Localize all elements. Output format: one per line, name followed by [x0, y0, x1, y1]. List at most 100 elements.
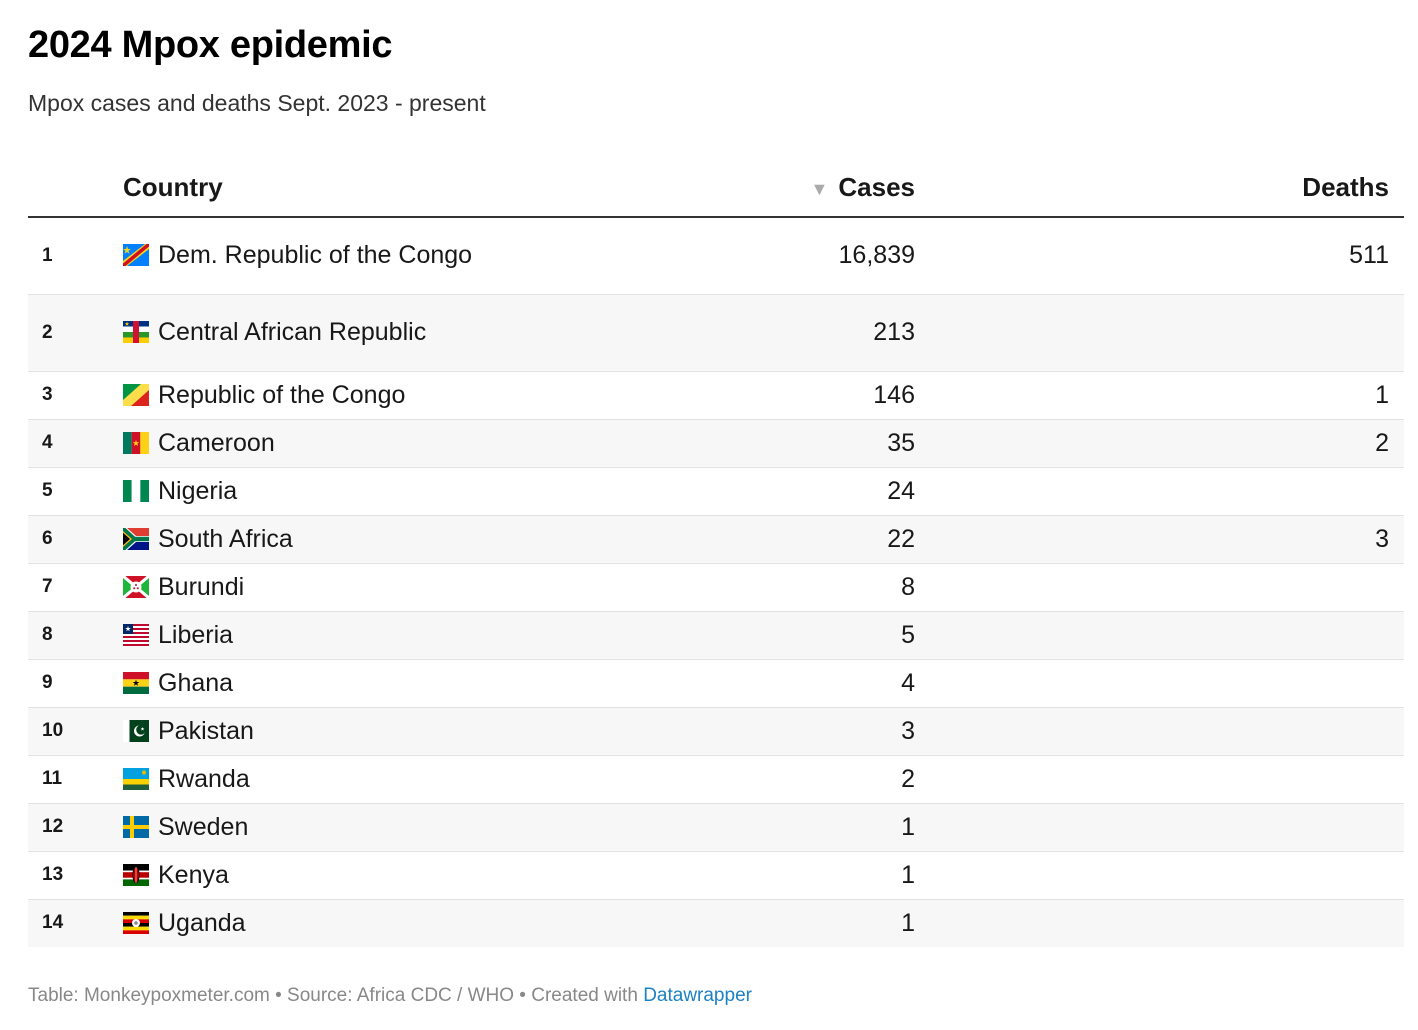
- country-cell: Central African Republic: [123, 294, 523, 372]
- footer-source-text: Table: Monkeypoxmeter.com • Source: Afri…: [28, 985, 644, 1006]
- cases-cell: 8: [523, 563, 915, 612]
- cases-cell: 146: [523, 371, 915, 420]
- cg-flag-icon: [123, 383, 149, 406]
- country-cell: Rwanda: [123, 755, 523, 804]
- table-row: 13 Kenya 1: [28, 851, 1404, 900]
- cases-cell: 24: [523, 467, 915, 516]
- cases-header-label: Cases: [838, 171, 915, 202]
- country-name: Sweden: [158, 812, 249, 841]
- rank-column-header: [28, 158, 123, 218]
- country-name: Nigeria: [158, 476, 238, 505]
- table-row: 3 Republic of the Congo 146 1: [28, 371, 1404, 420]
- rank-cell: 1: [28, 217, 123, 295]
- cm-flag-icon: [123, 431, 149, 454]
- cases-cell: 1: [523, 899, 915, 947]
- deaths-cell: 2: [915, 419, 1404, 468]
- datawrapper-link[interactable]: Datawrapper: [643, 985, 752, 1006]
- sort-descending-icon: ▼: [810, 178, 829, 199]
- deaths-cell: [915, 803, 1404, 852]
- cases-column-header[interactable]: ▼ Cases: [523, 158, 915, 218]
- deaths-cell: 1: [915, 371, 1404, 420]
- deaths-cell: [915, 851, 1404, 900]
- table-row: 14 Uganda 1: [28, 899, 1404, 947]
- table-row: 6 South Africa 22 3: [28, 515, 1404, 564]
- deaths-cell: 511: [915, 217, 1404, 295]
- cases-cell: 5: [523, 611, 915, 660]
- rank-cell: 4: [28, 419, 123, 468]
- cases-cell: 22: [523, 515, 915, 564]
- se-flag-icon: [123, 815, 149, 838]
- page-subtitle: Mpox cases and deaths Sept. 2023 - prese…: [28, 90, 486, 116]
- country-cell: Dem. Republic of the Congo: [123, 217, 523, 295]
- country-cell: Pakistan: [123, 707, 523, 756]
- header-row: Country ▼ Cases Deaths: [28, 158, 1404, 218]
- rank-cell: 8: [28, 611, 123, 660]
- country-column-header[interactable]: Country: [123, 158, 523, 218]
- deaths-column-header[interactable]: Deaths: [915, 158, 1404, 218]
- deaths-cell: [915, 294, 1404, 372]
- deaths-cell: [915, 563, 1404, 612]
- country-cell: Ghana: [123, 659, 523, 708]
- page-title: 2024 Mpox epidemic: [28, 24, 393, 66]
- za-flag-icon: [123, 527, 149, 550]
- cases-cell: 213: [523, 294, 915, 372]
- rank-cell: 9: [28, 659, 123, 708]
- table-body: 1 Dem. Republic of the Congo 16,839 511 2 Cen…: [28, 217, 1404, 947]
- country-cell: Liberia: [123, 611, 523, 660]
- table-row: 8 Liberia 5: [28, 611, 1404, 660]
- country-name: Pakistan: [158, 716, 254, 745]
- country-cell: Sweden: [123, 803, 523, 852]
- country-cell: Kenya: [123, 851, 523, 900]
- lr-flag-icon: [123, 623, 149, 646]
- rank-cell: 6: [28, 515, 123, 564]
- rank-cell: 10: [28, 707, 123, 756]
- deaths-cell: [915, 659, 1404, 708]
- rank-cell: 7: [28, 563, 123, 612]
- rank-cell: 3: [28, 371, 123, 420]
- cases-cell: 4: [523, 659, 915, 708]
- country-cell: Uganda: [123, 899, 523, 947]
- country-cell: Burundi: [123, 563, 523, 612]
- data-table: Country ▼ Cases Deaths 1 Dem. Republic of …: [28, 158, 1404, 947]
- gh-flag-icon: [123, 671, 149, 694]
- rank-cell: 11: [28, 755, 123, 804]
- country-name: Dem. Republic of the Congo: [158, 241, 473, 270]
- table-row: 10 Pakistan 3: [28, 707, 1404, 756]
- deaths-cell: [915, 899, 1404, 947]
- country-name: Cameroon: [158, 428, 275, 457]
- country-name: Kenya: [158, 860, 229, 889]
- deaths-cell: 3: [915, 515, 1404, 564]
- country-cell: South Africa: [123, 515, 523, 564]
- table-row: 5 Nigeria 24: [28, 467, 1404, 516]
- country-cell: Republic of the Congo: [123, 371, 523, 420]
- rank-cell: 5: [28, 467, 123, 516]
- rw-flag-icon: [123, 767, 149, 790]
- deaths-cell: [915, 611, 1404, 660]
- table-row: 2 Central African Republic 213: [28, 294, 1404, 372]
- rank-cell: 2: [28, 294, 123, 372]
- table-row: 11 Rwanda 2: [28, 755, 1404, 804]
- rank-cell: 14: [28, 899, 123, 947]
- cases-cell: 16,839: [523, 217, 915, 295]
- table-row: 12 Sweden 1: [28, 803, 1404, 852]
- deaths-cell: [915, 707, 1404, 756]
- table-row: 4 Cameroon 35 2: [28, 419, 1404, 468]
- rank-cell: 13: [28, 851, 123, 900]
- country-name: Rwanda: [158, 764, 250, 793]
- country-name: Burundi: [158, 572, 245, 601]
- cf-flag-icon: [123, 321, 149, 343]
- cases-cell: 2: [523, 755, 915, 804]
- cases-cell: 1: [523, 803, 915, 852]
- deaths-cell: [915, 755, 1404, 804]
- country-name: Uganda: [158, 908, 246, 937]
- table-row: 9 Ghana 4: [28, 659, 1404, 708]
- cases-cell: 3: [523, 707, 915, 756]
- table-row: 7 Burundi 8: [28, 563, 1404, 612]
- country-name: Ghana: [158, 668, 234, 697]
- ke-flag-icon: [123, 863, 149, 886]
- country-name: Liberia: [158, 620, 234, 649]
- pk-flag-icon: [123, 719, 149, 742]
- cases-cell: 1: [523, 851, 915, 900]
- country-name: Republic of the Congo: [158, 380, 406, 409]
- footer-credit: Table: Monkeypoxmeter.com • Source: Afri…: [28, 985, 752, 1007]
